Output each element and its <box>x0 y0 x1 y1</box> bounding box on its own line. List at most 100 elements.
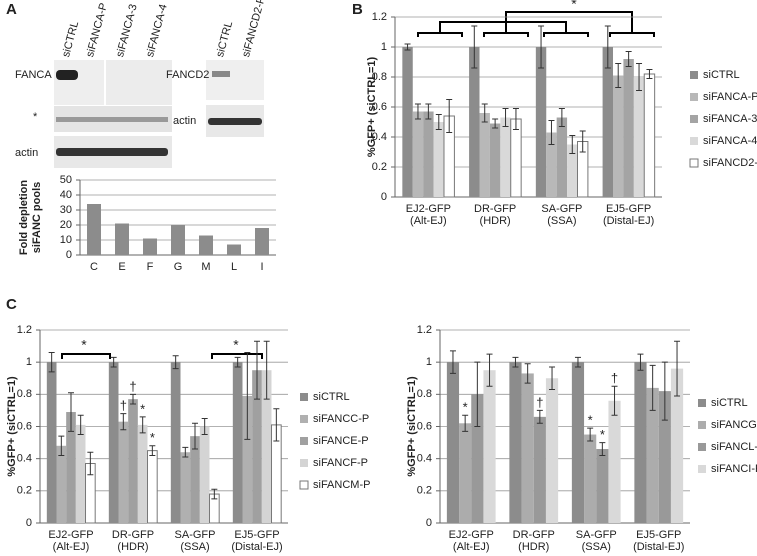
x-tick-label: M <box>201 261 210 273</box>
y-tick-label: 0 <box>26 517 32 529</box>
bar <box>433 122 444 197</box>
error-bar <box>68 392 74 432</box>
bar <box>646 387 659 523</box>
bar <box>469 47 480 197</box>
legend-label: siFANCE-P <box>313 435 369 447</box>
bar <box>252 370 262 523</box>
error-bar <box>549 366 556 391</box>
panel-label: A <box>6 1 17 18</box>
x-tick-label: DR-GFP (HDR) <box>513 529 555 553</box>
legend-swatch <box>698 421 706 429</box>
x-tick-label: EJ2-GFP (Alt-EJ) <box>449 529 494 553</box>
lane-label: siCTRL <box>60 20 81 59</box>
bar <box>115 223 129 255</box>
significance-marker: * <box>140 401 145 416</box>
error-bar <box>492 118 499 129</box>
error-bar <box>471 25 478 69</box>
y-tick-label: 40 <box>60 189 72 201</box>
x-tick-label: EJ2-GFP (Alt-EJ) <box>48 529 93 553</box>
legend-swatch <box>300 437 308 445</box>
legend-label: siCTRL <box>313 391 350 403</box>
error-bar <box>538 25 545 69</box>
y-tick-label: 1 <box>381 41 387 53</box>
bar <box>147 450 158 524</box>
error-bar <box>536 409 543 424</box>
error-bar <box>48 352 55 373</box>
error-bar <box>263 340 270 400</box>
error-bar <box>615 63 622 88</box>
y-axis-label: %GFP+ (siCTRL=1) <box>6 376 18 477</box>
panel-label: B <box>352 1 363 18</box>
bar <box>75 424 86 523</box>
bar <box>535 47 547 197</box>
error-bar <box>234 356 241 368</box>
error-bar <box>201 417 208 436</box>
legend-label: siFANCF-P <box>313 457 368 469</box>
x-tick-label: G <box>174 261 183 273</box>
lane-label: siFANCA-3 <box>114 3 140 59</box>
y-tick-label: 0.2 <box>17 485 32 497</box>
bar <box>521 373 534 523</box>
x-tick-label: EJ5-GFP (Distal-EJ) <box>231 529 282 553</box>
y-tick-label: 0.8 <box>417 388 432 400</box>
bar <box>510 118 522 198</box>
x-tick-label: SA-GFP (SSA) <box>541 203 582 227</box>
error-bar <box>481 103 488 123</box>
error-bar <box>625 51 632 67</box>
legend-label: siFANCA-3 <box>703 113 757 125</box>
bar <box>199 235 213 255</box>
x-tick-label: DR-GFP (HDR) <box>112 529 154 553</box>
error-bar <box>524 363 531 384</box>
bar <box>128 399 138 523</box>
bar <box>634 362 647 523</box>
bar <box>255 228 269 255</box>
x-tick-label: EJ5-GFP (Distal-EJ) <box>603 203 654 227</box>
error-bar <box>674 340 681 397</box>
legend-swatch <box>690 115 698 123</box>
error-bar <box>599 442 606 456</box>
bar <box>571 362 585 523</box>
y-tick-label: 0 <box>381 191 387 203</box>
blot-row-label: * <box>33 111 38 123</box>
bar <box>643 73 656 198</box>
legend-label: siFANCC-P <box>313 413 369 425</box>
x-tick-label: C <box>90 261 98 273</box>
blot-row-label: actin <box>173 115 196 127</box>
error-bar <box>548 120 555 145</box>
error-bar <box>414 103 421 120</box>
error-bar <box>558 108 565 127</box>
legend-label: siFANCM-P <box>313 479 370 491</box>
error-bar <box>502 108 509 127</box>
error-bar <box>172 355 179 370</box>
error-bar <box>254 340 260 400</box>
y-tick-label: 1 <box>26 356 32 368</box>
legend-label: siCTRL <box>711 397 748 409</box>
error-bar <box>649 364 656 411</box>
error-bar <box>611 385 618 416</box>
y-axis-label: siFANC pools <box>31 182 43 254</box>
error-bar <box>425 103 432 120</box>
error-bar <box>486 353 493 387</box>
legend-swatch <box>300 459 308 467</box>
y-axis-label: %GFP+ (siCTRL=1) <box>366 57 378 158</box>
error-bar <box>192 422 198 450</box>
error-bar <box>637 353 644 371</box>
y-tick-label: 0.4 <box>417 453 432 465</box>
bar <box>596 449 609 523</box>
bar <box>261 370 272 523</box>
error-bar <box>512 356 519 368</box>
y-tick-label: 1 <box>426 356 432 368</box>
bar <box>66 412 76 523</box>
significance-label: * <box>81 337 87 353</box>
blot-images <box>54 60 264 168</box>
error-bar <box>587 427 594 442</box>
panel-label: C <box>6 296 17 313</box>
significance-bracket <box>61 353 263 359</box>
y-tick-label: 0.8 <box>17 388 32 400</box>
error-bar <box>110 356 117 368</box>
bar <box>180 452 191 523</box>
significance-label: * <box>571 0 577 12</box>
significance-marker: † <box>536 395 543 410</box>
legend-swatch <box>690 93 698 101</box>
error-bar <box>449 350 456 374</box>
